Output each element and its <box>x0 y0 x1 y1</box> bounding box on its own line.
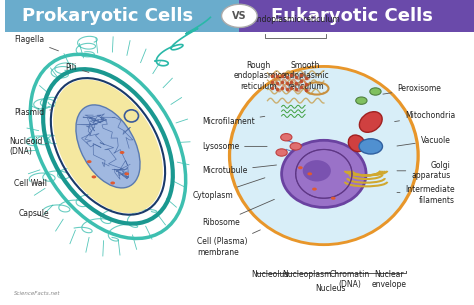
FancyBboxPatch shape <box>5 32 474 305</box>
Text: Microtubule: Microtubule <box>202 165 276 175</box>
Ellipse shape <box>359 139 383 154</box>
Text: Mitochondria: Mitochondria <box>395 111 455 122</box>
Text: Vacuole: Vacuole <box>397 136 451 146</box>
Circle shape <box>124 172 129 175</box>
Circle shape <box>356 97 367 104</box>
Circle shape <box>276 149 287 156</box>
Circle shape <box>120 151 124 154</box>
Text: Nucleoplasm: Nucleoplasm <box>283 270 332 279</box>
Ellipse shape <box>231 68 417 243</box>
Ellipse shape <box>53 80 163 213</box>
Text: Golgi
apparatus: Golgi apparatus <box>397 161 451 181</box>
Text: Cytoplasm: Cytoplasm <box>192 178 265 200</box>
Text: Chromatin
(DNA): Chromatin (DNA) <box>329 270 370 289</box>
Text: Nucleus: Nucleus <box>316 284 346 293</box>
Ellipse shape <box>303 160 331 181</box>
Circle shape <box>281 134 292 141</box>
Text: VS: VS <box>232 11 246 21</box>
Circle shape <box>298 166 303 169</box>
Text: Capsule: Capsule <box>19 209 49 219</box>
Text: Ribosome: Ribosome <box>202 199 274 227</box>
FancyBboxPatch shape <box>5 0 239 32</box>
Text: Peroxisome: Peroxisome <box>383 84 441 94</box>
Circle shape <box>221 4 257 27</box>
Ellipse shape <box>76 105 140 188</box>
Circle shape <box>331 197 336 200</box>
Ellipse shape <box>282 140 366 207</box>
Text: Cell (Plasma)
membrane: Cell (Plasma) membrane <box>197 230 260 257</box>
Text: ScienceFacts.net: ScienceFacts.net <box>14 291 61 296</box>
Ellipse shape <box>348 135 365 152</box>
Text: Nucleoid
(DNA): Nucleoid (DNA) <box>9 137 47 156</box>
Text: Intermediate
filaments: Intermediate filaments <box>397 185 455 205</box>
Text: Rough
endoplasmic
reticulum: Rough endoplasmic reticulum <box>234 61 283 91</box>
Circle shape <box>308 172 312 175</box>
Circle shape <box>312 188 317 191</box>
Text: Smooth
endoplasmic
reticulum: Smooth endoplasmic reticulum <box>281 61 329 91</box>
Circle shape <box>87 160 91 163</box>
Text: Cell Wall: Cell Wall <box>14 178 47 188</box>
Text: Pili: Pili <box>66 63 89 72</box>
Circle shape <box>110 181 115 185</box>
Text: Eukaryotic Cells: Eukaryotic Cells <box>271 7 433 25</box>
Text: Microfilament: Microfilament <box>202 116 265 127</box>
Text: Nuclear
envelope: Nuclear envelope <box>372 270 407 289</box>
FancyBboxPatch shape <box>239 0 474 32</box>
Text: Flagella: Flagella <box>14 35 58 51</box>
Text: Endoplasmic reticulum: Endoplasmic reticulum <box>252 15 339 24</box>
Text: Lysosome: Lysosome <box>202 142 267 151</box>
Ellipse shape <box>359 112 382 132</box>
Circle shape <box>370 88 381 95</box>
Circle shape <box>91 175 96 178</box>
Circle shape <box>290 143 301 150</box>
Text: Nucleolus: Nucleolus <box>251 270 289 279</box>
Text: Prokaryotic Cells: Prokaryotic Cells <box>22 7 193 25</box>
Text: Plasmid: Plasmid <box>14 108 52 117</box>
